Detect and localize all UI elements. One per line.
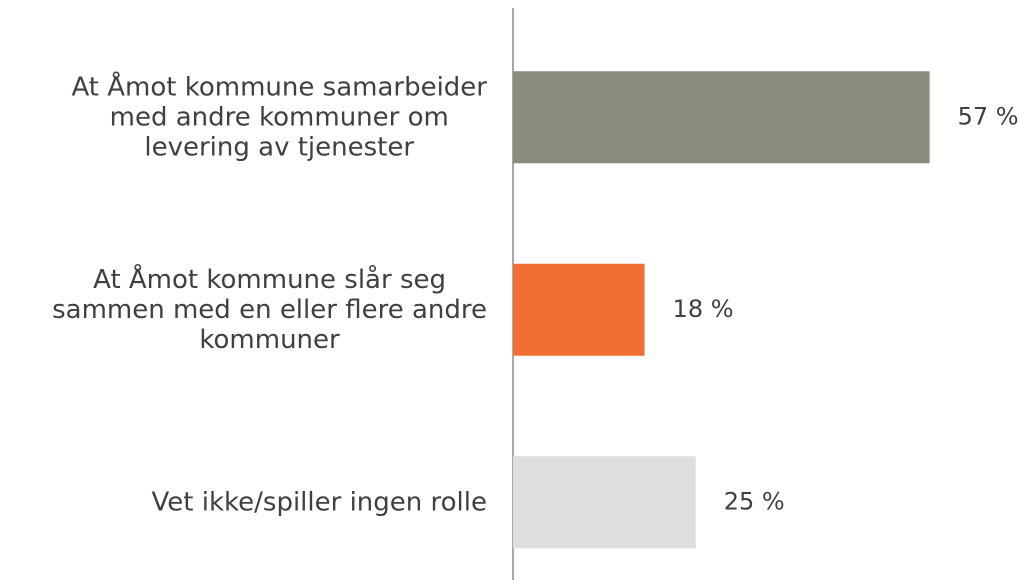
bar (513, 456, 696, 549)
bar (513, 71, 930, 164)
bar (513, 263, 645, 356)
category-label: At Åmot kommune slår seg sammen med en el… (52, 262, 487, 354)
value-label: 57 % (958, 102, 1018, 130)
value-label: 18 % (673, 295, 734, 323)
category-label: At Åmot kommune samarbeider med andre kom… (71, 70, 487, 162)
value-label: 25 % (724, 487, 785, 515)
category-label: Vet ikke/spiller ingen rolle (152, 487, 487, 517)
